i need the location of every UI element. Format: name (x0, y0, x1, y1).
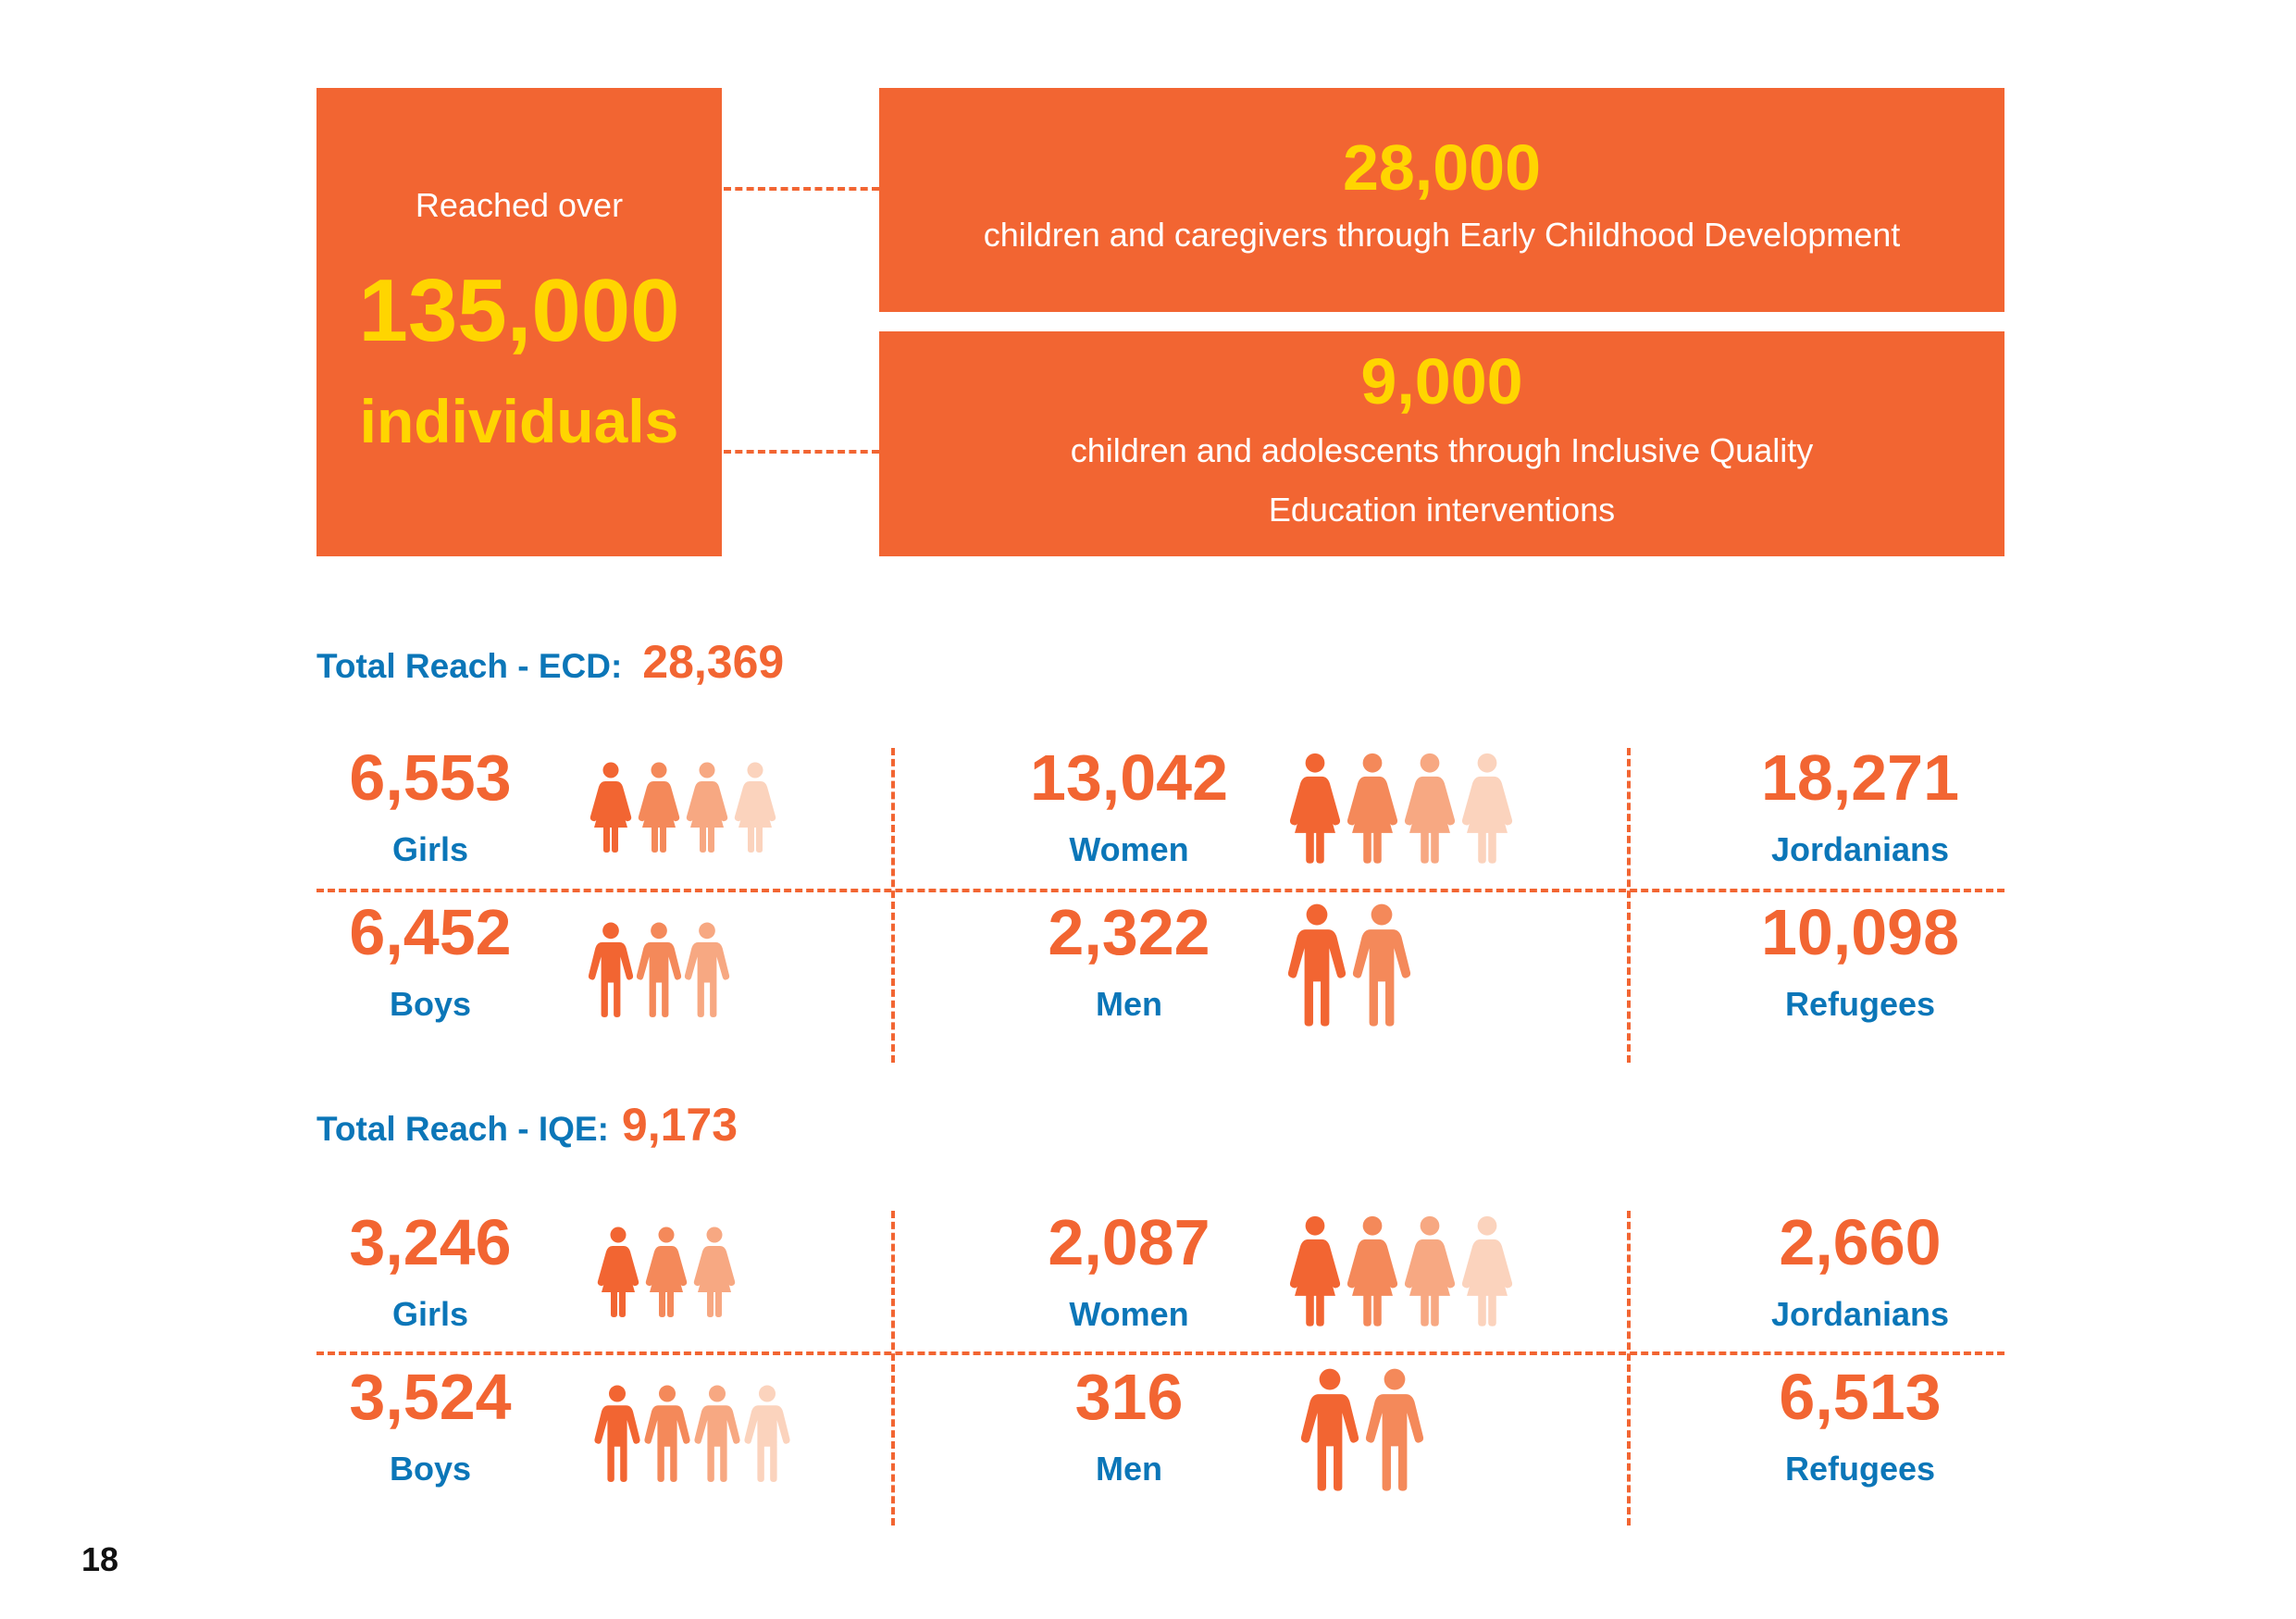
iqe-total: 9,173 (621, 1099, 738, 1151)
summary-total: 135,000 (358, 261, 680, 360)
woman-icon (1347, 1215, 1398, 1326)
iqe-divider-h (316, 1351, 2004, 1355)
ecd-box-text: children and caregivers through Early Ch… (983, 216, 1901, 254)
iqe-box-number: 9,000 (1360, 345, 1523, 417)
woman-icon (1461, 1215, 1513, 1326)
iqe-boys-icons (592, 1385, 792, 1483)
girl-icon (686, 762, 728, 853)
boy-icon (636, 922, 682, 1017)
man-icon (1365, 1368, 1424, 1491)
summary-individuals: individuals (359, 387, 679, 455)
boy-icon (594, 1385, 640, 1482)
ecd-boys-label: Boys (389, 985, 472, 1023)
ecd-women-label: Women (1069, 830, 1189, 868)
iqe-girls-value: 3,246 (349, 1206, 512, 1278)
ecd-box: 28,000 children and caregivers through E… (879, 88, 2004, 312)
iqe-divider-v2 (1627, 1211, 1631, 1526)
iqe-jordanians-value: 2,660 (1779, 1206, 1942, 1278)
ecd-divider-v2 (1627, 748, 1631, 1063)
man-icon (1352, 903, 1411, 1027)
iqe-women-label: Women (1069, 1295, 1189, 1333)
iqe-box: 9,000 children and adolescents through I… (879, 331, 2004, 556)
girl-icon (597, 1227, 639, 1317)
ecd-girls-icons (587, 761, 779, 853)
ecd-divider-h (316, 889, 2004, 892)
iqe-refugees-label: Refugees (1784, 1450, 1936, 1488)
ecd-title: Total Reach - ECD: (316, 647, 623, 685)
boy-icon (588, 922, 634, 1017)
ecd-girls-value: 6,553 (349, 741, 512, 814)
girl-icon (638, 762, 680, 853)
woman-icon (1289, 1215, 1341, 1326)
iqe-men-label: Men (1096, 1450, 1162, 1488)
ecd-women-value: 13,042 (1029, 741, 1229, 814)
ecd-refugees-label: Refugees (1784, 985, 1936, 1023)
iqe-women-value: 2,087 (1048, 1206, 1210, 1278)
ecd-men-label: Men (1096, 985, 1162, 1023)
connector-bottom (724, 450, 879, 454)
ecd-jordanians-label: Jordanians (1770, 830, 1950, 868)
girl-icon (645, 1227, 688, 1317)
ecd-refugees-value: 10,098 (1760, 896, 1960, 968)
page-number: 18 (81, 1540, 119, 1578)
boy-icon (744, 1385, 790, 1482)
reached-over-text: Reached over (415, 186, 624, 224)
iqe-title-row: Total Reach - IQE: 9,173 (316, 1102, 738, 1148)
ecd-men-value: 2,322 (1048, 896, 1210, 968)
girl-icon (734, 762, 776, 853)
woman-icon (1461, 753, 1513, 864)
summary-box: Reached over 135,000 individuals (316, 88, 722, 556)
ecd-boys-value: 6,452 (349, 896, 512, 968)
iqe-box-text-line1: children and adolescents through Inclusi… (1070, 431, 1814, 469)
woman-icon (1347, 753, 1398, 864)
iqe-women-icons (1286, 1214, 1516, 1327)
iqe-men-icons (1297, 1368, 1427, 1492)
ecd-title-row: Total Reach - ECD: 28,369 (316, 639, 784, 685)
boy-icon (684, 922, 730, 1017)
boy-icon (644, 1385, 690, 1482)
man-icon (1287, 903, 1347, 1027)
girl-icon (590, 762, 632, 853)
iqe-girls-label: Girls (391, 1295, 469, 1333)
ecd-men-icons (1285, 903, 1414, 1027)
ecd-girls-label: Girls (391, 830, 469, 868)
ecd-total: 28,369 (642, 636, 785, 688)
ecd-box-number: 28,000 (1342, 131, 1542, 204)
woman-icon (1289, 753, 1341, 864)
iqe-divider-v1 (891, 1211, 895, 1526)
ecd-boys-icons (587, 922, 731, 1018)
woman-icon (1404, 1215, 1456, 1326)
ecd-divider-v1 (891, 748, 895, 1063)
iqe-boys-label: Boys (389, 1450, 472, 1488)
iqe-box-text-line2: Education interventions (1268, 491, 1616, 529)
man-icon (1300, 1368, 1359, 1491)
ecd-jordanians-value: 18,271 (1760, 741, 1960, 814)
iqe-girls-icons (594, 1226, 738, 1318)
iqe-boys-value: 3,524 (349, 1361, 512, 1433)
iqe-men-value: 316 (1074, 1361, 1184, 1433)
iqe-title: Total Reach - IQE: (316, 1110, 609, 1148)
woman-icon (1404, 753, 1456, 864)
girl-icon (693, 1227, 736, 1317)
ecd-women-icons (1286, 752, 1516, 865)
connector-top (724, 187, 879, 191)
boy-icon (694, 1385, 740, 1482)
iqe-jordanians-label: Jordanians (1770, 1295, 1950, 1333)
iqe-refugees-value: 6,513 (1779, 1361, 1942, 1433)
